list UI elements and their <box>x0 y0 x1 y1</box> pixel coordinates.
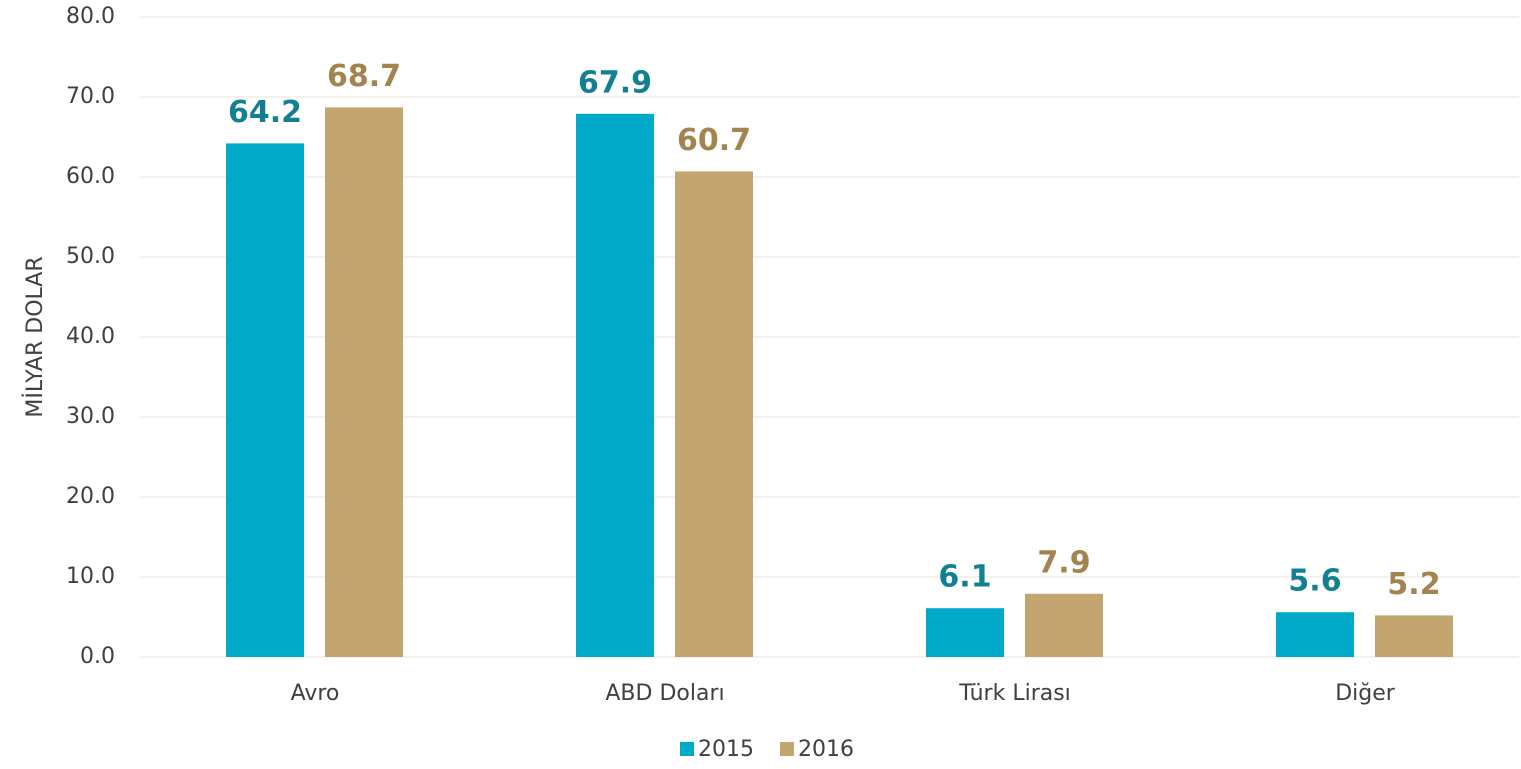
value-label: 7.9 <box>1037 545 1090 580</box>
x-tick-label: Türk Lirası <box>958 681 1071 706</box>
value-label: 67.9 <box>578 65 652 100</box>
bar <box>226 143 304 657</box>
legend-label: 2016 <box>798 737 854 762</box>
bar <box>1375 615 1453 657</box>
value-label: 68.7 <box>327 59 401 94</box>
x-tick-label: Diğer <box>1335 681 1396 706</box>
legend-swatch <box>680 742 694 756</box>
value-label: 5.2 <box>1387 567 1440 602</box>
value-label: 64.2 <box>228 95 302 130</box>
x-tick-label: ABD Doları <box>605 681 724 706</box>
y-axis-title: MİLYAR DOLAR <box>22 256 48 417</box>
x-tick-label: Avro <box>291 681 340 706</box>
y-tick-label: 0.0 <box>80 644 115 669</box>
legend-swatch <box>780 742 794 756</box>
bar <box>926 608 1004 657</box>
y-tick-label: 50.0 <box>66 244 115 269</box>
y-tick-label: 70.0 <box>66 84 115 109</box>
value-label: 5.6 <box>1288 564 1341 599</box>
y-tick-label: 60.0 <box>66 164 115 189</box>
legend-label: 2015 <box>698 737 754 762</box>
y-tick-label: 40.0 <box>66 324 115 349</box>
bar <box>576 113 654 658</box>
value-label: 60.7 <box>677 123 751 158</box>
bar <box>1276 612 1354 657</box>
value-label: 6.1 <box>938 560 991 595</box>
y-tick-label: 20.0 <box>66 484 115 509</box>
y-tick-label: 10.0 <box>66 564 115 589</box>
bar <box>325 107 403 657</box>
bar <box>675 171 753 657</box>
y-tick-label: 80.0 <box>66 4 115 29</box>
bar <box>1025 593 1103 657</box>
y-tick-label: 30.0 <box>66 404 115 429</box>
